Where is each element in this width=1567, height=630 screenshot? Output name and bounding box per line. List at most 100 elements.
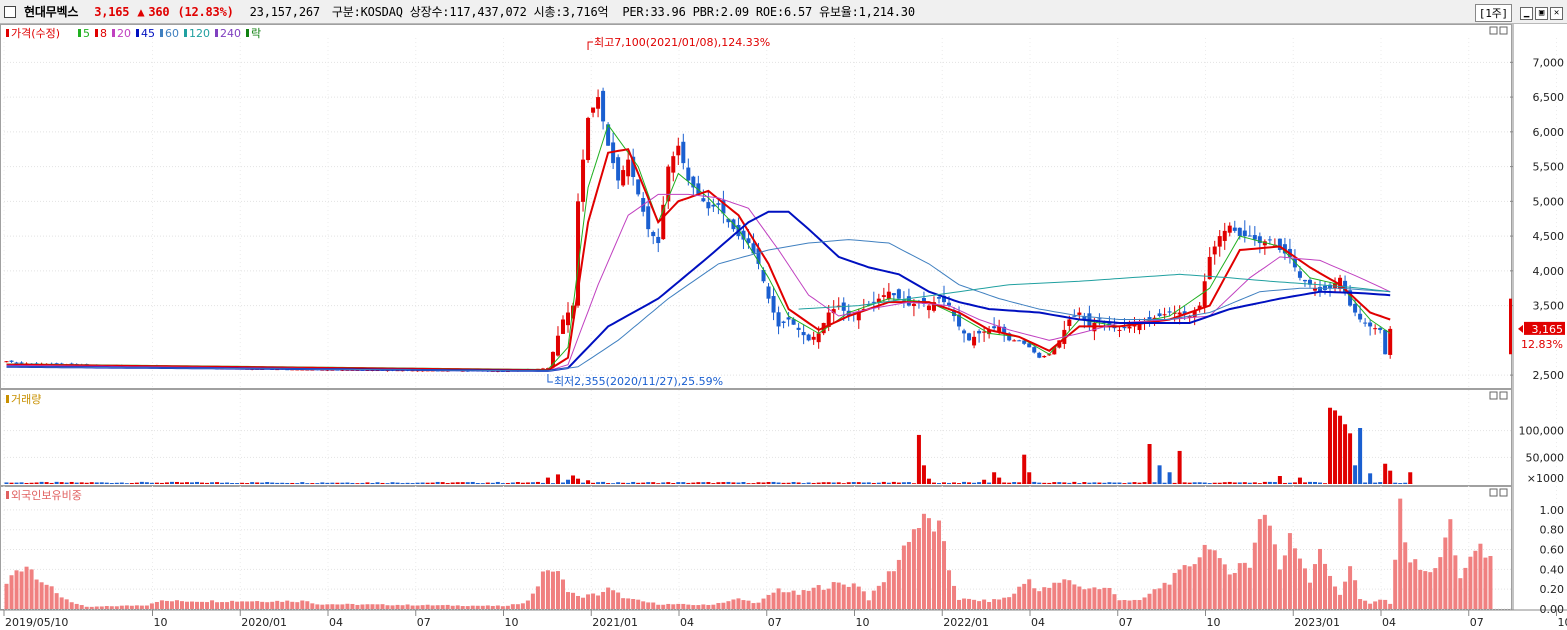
- foreign-ratio-bar: [921, 513, 926, 609]
- foreign-ratio-bar: [931, 531, 936, 609]
- volume-bar: [962, 481, 967, 484]
- volume-bar: [1368, 473, 1373, 484]
- retention-rate: 유보율:1,214.30: [819, 5, 915, 19]
- last-price-box: [1524, 321, 1565, 335]
- foreign-ratio-bar: [1338, 594, 1343, 609]
- volume-bar: [936, 483, 941, 484]
- foreign-legend-label: 외국인보유비중: [11, 489, 82, 502]
- foreign-ratio-bar: [1252, 542, 1257, 609]
- volume-bar: [1398, 483, 1403, 484]
- foreign-ratio-bar: [260, 601, 265, 609]
- select-checkbox[interactable]: [4, 5, 16, 18]
- panel-frame: [0, 24, 1512, 389]
- candle-body: [1202, 281, 1207, 307]
- foreign-ratio-bar: [300, 600, 305, 609]
- minimize-icon[interactable]: ▁: [1520, 6, 1533, 20]
- foreign-ratio-bar: [866, 600, 871, 609]
- candle-body: [771, 296, 776, 313]
- volume-bar: [205, 482, 210, 484]
- foreign-ratio-bar: [821, 589, 826, 609]
- candle-body: [726, 218, 731, 223]
- candle-body: [1338, 277, 1343, 290]
- foreign-ratio-bar: [766, 594, 771, 609]
- foreign-ratio-bar: [651, 602, 656, 609]
- volume-bar: [1052, 482, 1057, 484]
- foreign-ratio-bar: [776, 588, 781, 609]
- foreign-ratio-bar: [576, 595, 581, 609]
- foreign-ratio-bar: [550, 571, 555, 609]
- candle-body: [1328, 284, 1333, 289]
- foreign-ratio-bar: [74, 603, 79, 609]
- candle-body: [801, 332, 806, 336]
- candle-body: [1002, 326, 1007, 334]
- period-selector[interactable]: [1주]: [1474, 4, 1512, 22]
- volume-bar: [260, 482, 265, 484]
- stock-chart[interactable]: 가격(수정) 5 8 20 45 60 120 240 락최고7,100(2021/01/08)…: [0, 24, 1567, 630]
- chart-area[interactable]: 가격(수정) 5 8 20 45 60 120 240 락 최고7,100(2021/01/08)…: [0, 24, 1567, 630]
- volume-bar: [1002, 482, 1007, 484]
- market-cap: 시총:3,716억: [533, 5, 609, 19]
- foreign-ratio-bar: [275, 600, 280, 609]
- foreign-ratio-bar: [636, 599, 641, 609]
- foreign-ratio-bar: [671, 604, 676, 609]
- volume-bar: [926, 478, 931, 484]
- volume-bar: [651, 482, 656, 484]
- legend-marker: [246, 29, 249, 37]
- candle-body: [1117, 329, 1122, 331]
- foreign-ratio-bar: [987, 601, 992, 609]
- foreign-tick-label: 0.40: [1540, 563, 1565, 576]
- foreign-ratio-bar: [265, 602, 270, 609]
- volume-bar: [671, 483, 676, 484]
- legend-marker: [95, 29, 98, 37]
- candle-body: [1052, 347, 1057, 355]
- candle-body: [545, 368, 550, 370]
- low-annotation-arrow: [547, 374, 553, 383]
- volume-bar: [460, 482, 465, 484]
- volume-bar: [1383, 463, 1388, 484]
- foreign-ratio-bar: [661, 604, 666, 609]
- volume-bar: [370, 482, 375, 484]
- foreign-ratio-bar: [350, 603, 355, 609]
- foreign-ratio-bar: [591, 593, 596, 609]
- close-icon[interactable]: ✕: [1550, 6, 1563, 20]
- candle-body: [1262, 241, 1267, 246]
- candle-body: [1097, 318, 1102, 320]
- volume-bar: [1027, 472, 1032, 484]
- volume-bar: [530, 482, 535, 484]
- foreign-ratio-bar: [1418, 569, 1423, 609]
- volume-tick-label: 100,000: [1519, 425, 1565, 438]
- candle-body: [1297, 271, 1302, 278]
- candle-body: [1162, 314, 1167, 316]
- candle-body: [1032, 347, 1037, 353]
- volume-bar: [1042, 482, 1047, 484]
- volume-bar: [621, 482, 626, 484]
- current-price: 3,165: [94, 4, 130, 19]
- volume-bar: [751, 483, 756, 484]
- foreign-ratio-bar: [9, 575, 14, 609]
- candle-body: [746, 238, 751, 244]
- volume-bar: [1012, 482, 1017, 484]
- foreign-ratio-bar: [1413, 559, 1418, 609]
- candle-body: [1252, 235, 1257, 240]
- candle-body: [686, 167, 691, 181]
- volume-bar: [816, 482, 821, 484]
- restore-icon[interactable]: ▣: [1535, 6, 1548, 20]
- volume-bar: [19, 482, 24, 484]
- foreign-ratio-bar: [195, 601, 200, 609]
- foreign-ratio-bar: [916, 528, 921, 609]
- foreign-ratio-bar: [1157, 588, 1162, 609]
- volume-bar: [174, 481, 179, 484]
- foreign-ratio-bar: [581, 597, 586, 609]
- volume-bar: [34, 482, 39, 484]
- volume-bar: [831, 482, 836, 484]
- volume-bar: [134, 482, 139, 484]
- candle-body: [1037, 352, 1042, 358]
- stock-name[interactable]: 현대무벡스: [24, 5, 79, 19]
- volume-bar: [957, 483, 962, 484]
- ma-8-line: [6, 148, 1391, 372]
- candle-body: [721, 200, 726, 214]
- volume-bar: [405, 482, 410, 484]
- volume-bar: [24, 482, 29, 484]
- foreign-ratio-bar: [225, 602, 230, 609]
- candle-body: [947, 302, 952, 306]
